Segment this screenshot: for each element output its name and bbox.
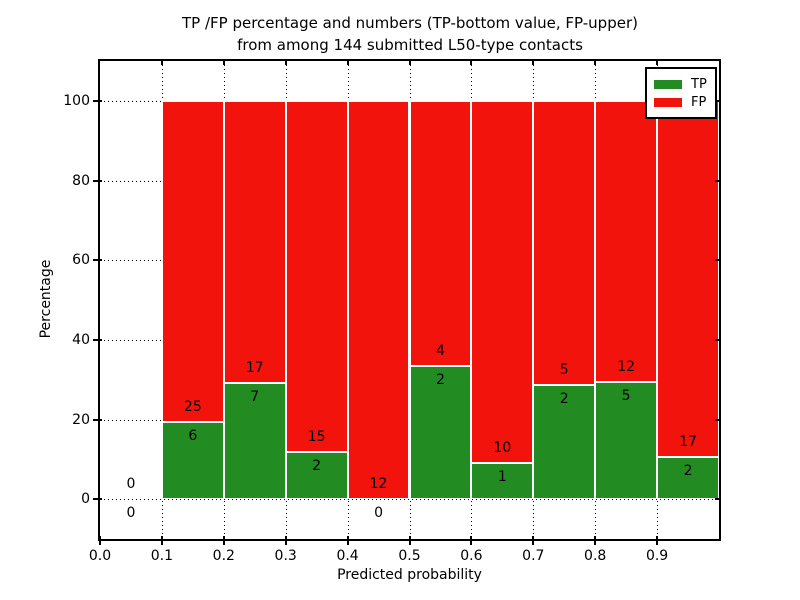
tp-count-label: 0 [374,505,384,522]
tp-bar [533,385,596,500]
tp-count-label: 2 [312,458,322,475]
fp-count-label: 10 [493,439,512,456]
x-tick-label: 0.9 [645,548,669,564]
y-tick-right [715,99,719,102]
x-tick-label: 0.8 [584,548,607,564]
x-tick-top [594,61,597,65]
x-tick-top [346,61,349,65]
x-tick-label: 0.7 [522,548,545,564]
x-tick-top [532,61,535,65]
tp-bar [161,422,224,500]
tp-count-label: 2 [435,372,445,389]
x-tick [656,536,659,545]
y-tick [93,259,102,262]
fp-count-label: 25 [183,399,202,416]
x-tick-label: 0.4 [336,548,359,564]
x-tick [594,536,597,545]
fp-count-label: 4 [435,343,445,360]
fp-bar [161,100,224,423]
x-tick-top [470,61,473,65]
x-tick [532,536,535,545]
y-tick [93,179,102,182]
fp-count-label: 12 [617,359,636,375]
chart-title-line1: TP /FP percentage and numbers (TP-bottom… [182,14,638,32]
fp-count-label: 17 [679,434,697,451]
y-tick-right [715,338,719,341]
tp-count-label: 1 [497,468,507,485]
x-tick [222,536,225,545]
tp-bar [657,457,719,500]
y-tick-label: 80 [72,172,90,189]
legend-label-fp: FP [691,94,707,110]
x-tick [346,536,349,545]
y-tick-right [715,259,719,262]
x-tick [284,536,287,545]
fp-bar [657,100,719,458]
fp-bar [223,100,286,383]
y-tick-right [715,418,719,421]
x-tick-top [284,61,287,65]
x-tick-label: 0.1 [150,548,174,564]
x-tick-top [222,61,225,65]
tp-count-label: 0 [126,505,136,522]
chart-title: TP /FP percentage and numbers (TP-bottom… [90,12,730,56]
y-axis-label: Percentage [38,259,54,339]
x-tick-label: 0.5 [398,548,421,564]
fp-count-label: 5 [559,362,569,379]
tp-count-label: 2 [683,463,693,480]
chart-title-line2: from among 144 submitted L50-type contac… [237,36,583,54]
fp-count-label: 12 [369,476,388,493]
legend: TP FP [645,67,717,119]
x-tick-label: 0.0 [88,548,112,564]
tp-bar [471,462,534,500]
y-tick-label: 100 [63,92,90,109]
plot-area: 0 0 25 6 17 7 15 2 12 0 4 2 10 1 5 2 12 5 17 2 [98,59,721,541]
x-tick-top [160,61,163,65]
y-tick-label: 40 [72,331,90,348]
x-tick [99,536,101,545]
fp-count-label: 0 [126,476,136,493]
legend-item-fp: FP [654,94,715,110]
x-axis-label: Predicted probability [337,567,482,583]
y-tick-label: 20 [72,411,90,428]
fp-bar [409,100,472,367]
x-tick [408,536,411,545]
x-tick-label: 0.6 [460,548,483,564]
fp-bar [285,100,348,453]
tp-bar [285,452,348,500]
tp-count-label: 5 [621,388,631,404]
y-tick [93,418,102,421]
x-tick-label: 0.3 [274,548,297,564]
tp-bar [595,382,658,500]
fp-bar [471,100,534,463]
x-tick-top [408,61,411,65]
fp-bar [533,100,596,386]
tp-bar [409,366,472,500]
x-tick [470,536,473,545]
y-tick [93,338,102,341]
x-tick-label: 0.2 [212,548,235,564]
tp-count-label: 2 [559,391,569,408]
y-tick [93,99,102,102]
tp-count-label: 7 [250,388,260,405]
fp-color-swatch [654,97,682,107]
tp-color-swatch [654,79,682,89]
y-tick [93,498,102,501]
tp-bar [223,382,286,500]
legend-label-tp: TP [691,76,707,92]
fp-bar [595,100,658,382]
y-tick-label: 0 [81,491,90,508]
y-tick-right [715,179,719,182]
legend-item-tp: TP [654,76,715,92]
y-tick-right [715,498,719,501]
tp-count-label: 6 [188,428,198,445]
x-tick [160,536,163,545]
x-tick-top [656,61,659,65]
fp-count-label: 15 [307,429,326,446]
y-tick-label: 60 [72,252,90,269]
fp-bar [347,100,410,500]
fp-count-label: 17 [245,359,264,376]
